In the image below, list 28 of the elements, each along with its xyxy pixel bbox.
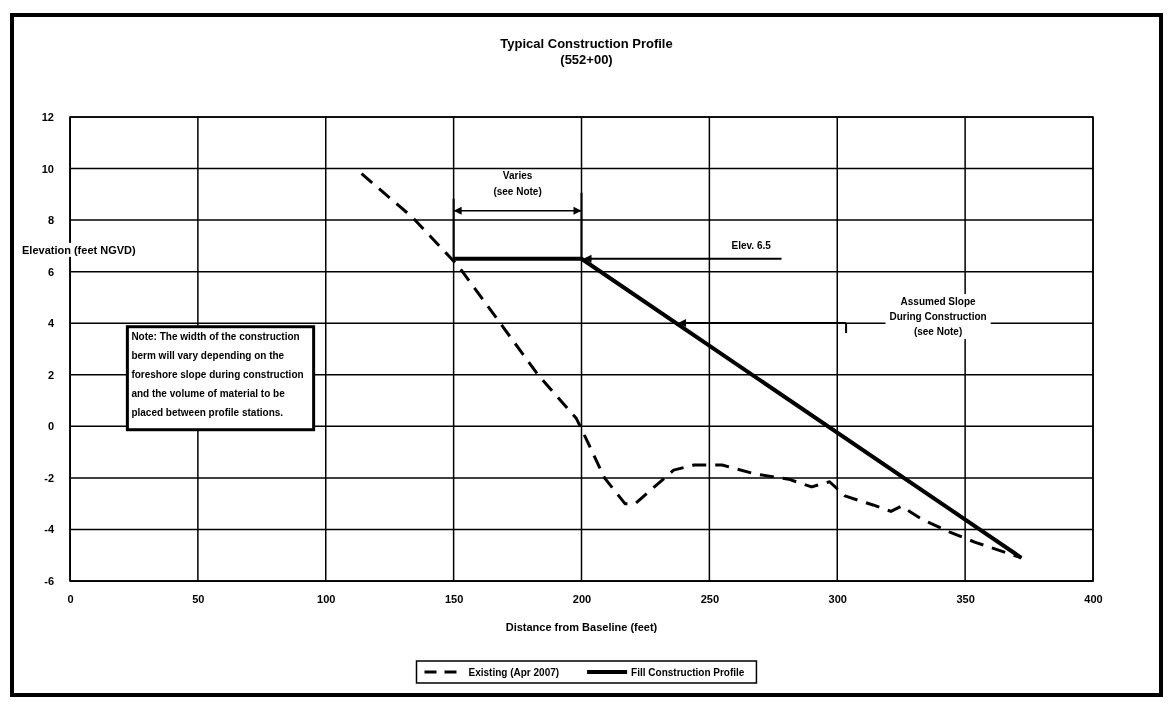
y-tick-label: 2	[47, 368, 54, 381]
x-tick-label: 150	[444, 592, 464, 605]
annotation: Note: The width of the construction berm will vary depending on the foreshore slope during construction and the volume of material to be placed between profile stations.	[131, 330, 304, 418]
x-tick-label: 200	[572, 592, 592, 605]
x-tick-label: 350	[956, 592, 975, 605]
x-tick-label: 50	[192, 592, 205, 605]
x-tick-label: 0	[67, 592, 74, 605]
chart-title: Typical Construction Profile (552+00)	[500, 36, 673, 67]
y-axis-title: Elevation (feet NGVD)	[22, 243, 137, 256]
y-tick-label: 10	[41, 162, 54, 175]
y-tick-label: -6	[44, 575, 54, 588]
x-tick-label: 400	[1084, 592, 1103, 605]
x-tick-label: 100	[317, 592, 336, 605]
annotation: Varies (see Note)	[493, 169, 542, 197]
x-axis-title: Distance from Baseline (feet)	[505, 621, 658, 633]
annotation: Elev. 6.5	[731, 239, 772, 251]
y-tick-label: 0	[47, 420, 54, 433]
y-tick-label: 12	[41, 111, 54, 124]
y-tick-label: 6	[47, 265, 54, 278]
y-tick-label: -4	[44, 523, 55, 536]
legend-label: Existing (Apr 2007)	[468, 667, 560, 678]
annotation: Assumed Slope During Construction (see Note)	[889, 296, 987, 338]
y-tick-label: -2	[44, 471, 54, 484]
x-tick-label: 300	[828, 592, 847, 605]
y-tick-label: 8	[47, 214, 54, 227]
legend-label: Fill Construction Profile	[631, 667, 745, 678]
x-tick-label: 250	[700, 592, 720, 605]
y-tick-label: 4	[47, 317, 55, 330]
